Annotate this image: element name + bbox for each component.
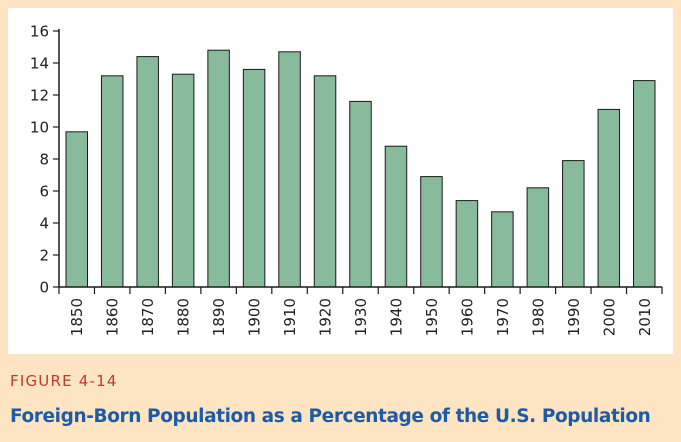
x-tick-label: 2010 [636,298,654,336]
bar [455,200,479,288]
bar [491,211,514,288]
x-tick-label: 2000 [600,298,618,336]
bar [526,187,550,288]
y-tick-label: 8 [39,151,49,169]
bar [313,75,337,288]
bar [633,80,656,288]
bar [384,145,408,288]
bar [420,176,443,288]
y-tick-label: 14 [30,55,49,73]
x-tick-label: 1900 [246,298,264,336]
bar [65,131,88,288]
bar [136,56,159,288]
x-tick-label: 1890 [210,298,228,336]
x-tick-label: 1980 [529,298,547,336]
y-tick-label: 10 [30,119,49,137]
figure-caption: Foreign-Born Population as a Percentage … [10,406,651,427]
x-tick-label: 1930 [352,298,370,336]
x-tick-label: 1950 [423,298,441,336]
bar [278,51,301,288]
bar-chart: 0 2 4 6 8 10 12 14 16 1850 1860 1870 1880 1890 1900 191… [30,23,663,336]
bar [100,75,124,288]
y-tick-label: 12 [30,87,49,105]
bar [349,100,372,288]
x-tick-label: 1870 [139,298,157,336]
x-tick-label: 1910 [281,298,299,336]
y-tick-label: 16 [30,23,49,41]
bar [207,49,230,288]
bar [242,68,266,288]
y-tick-label: 0 [39,279,49,297]
y-tick-label: 2 [39,247,49,265]
figure-number: FIGURE 4-14 [10,372,118,390]
y-tick-label: 4 [39,215,49,233]
bar [597,108,621,288]
x-tick-label: 1990 [565,298,583,336]
x-tick-label: 1960 [458,298,476,336]
x-tick-label: 1860 [104,298,122,336]
bar [171,73,195,288]
bar [562,160,585,288]
y-tick-label: 6 [39,183,49,201]
x-tick-label: 1850 [68,298,86,336]
x-tick-label: 1970 [494,298,512,336]
x-tick-label: 1940 [387,298,405,336]
x-tick-label: 1920 [317,298,335,336]
x-tick-label: 1880 [175,298,193,336]
chart-panel: 0 2 4 6 8 10 12 14 16 1850 1860 1870 1880 1890 1900 191… [8,8,673,354]
